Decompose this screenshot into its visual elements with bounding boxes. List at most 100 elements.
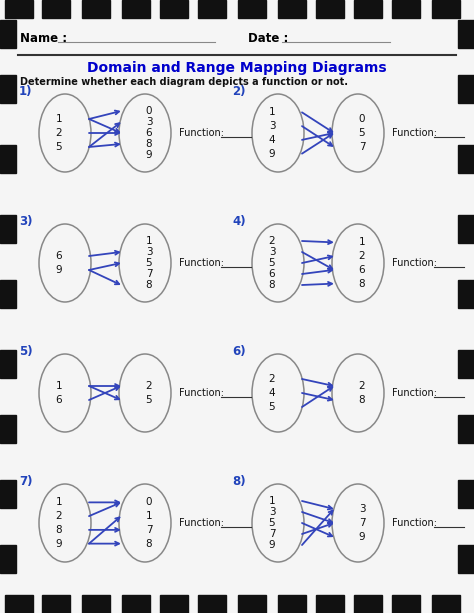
Text: 7): 7) (19, 475, 33, 488)
Text: 6: 6 (269, 269, 275, 279)
Text: 7: 7 (359, 142, 365, 152)
Text: 9: 9 (359, 532, 365, 542)
Bar (458, 215, 474, 243)
Bar (0, 20, 16, 48)
Text: 1: 1 (269, 107, 275, 117)
Text: 6: 6 (146, 128, 152, 138)
Text: 8: 8 (146, 280, 152, 290)
Text: 3: 3 (146, 247, 152, 257)
Text: 2: 2 (269, 236, 275, 246)
Text: 3: 3 (269, 247, 275, 257)
Text: Function:: Function: (179, 128, 227, 138)
Bar (0, 75, 16, 103)
Bar (392, 0, 420, 18)
Text: 6: 6 (359, 265, 365, 275)
Bar (0, 145, 16, 173)
Bar (458, 280, 474, 308)
Text: Function:: Function: (392, 518, 440, 528)
Text: 5: 5 (55, 142, 62, 152)
Text: 1: 1 (146, 236, 152, 246)
Text: Name :: Name : (20, 31, 67, 45)
Text: 8: 8 (146, 539, 152, 549)
Text: Determine whether each diagram depicts a function or not.: Determine whether each diagram depicts a… (20, 77, 348, 87)
Bar (5, 0, 33, 18)
Text: Date :: Date : (248, 31, 288, 45)
Text: 1): 1) (19, 85, 33, 98)
Text: 9: 9 (55, 539, 62, 549)
Bar (458, 145, 474, 173)
Text: 3): 3) (19, 215, 33, 228)
Bar (458, 350, 474, 378)
Text: 5: 5 (146, 258, 152, 268)
Text: 8: 8 (55, 525, 62, 535)
Text: 4: 4 (269, 135, 275, 145)
Text: 0: 0 (359, 114, 365, 124)
Text: Function:: Function: (179, 388, 227, 398)
Text: 3: 3 (269, 507, 275, 517)
Bar (82, 0, 110, 18)
Text: 5: 5 (269, 258, 275, 268)
Text: 8: 8 (359, 395, 365, 405)
Bar (458, 480, 474, 508)
Text: 4): 4) (232, 215, 246, 228)
Text: 5: 5 (359, 128, 365, 138)
Text: 5: 5 (269, 402, 275, 412)
Text: 6: 6 (55, 251, 62, 261)
Bar (122, 0, 150, 18)
Text: 0: 0 (146, 106, 152, 116)
Text: 6: 6 (55, 395, 62, 405)
Bar (316, 595, 344, 613)
Bar (316, 0, 344, 18)
Bar (0, 480, 16, 508)
Bar (160, 0, 188, 18)
Text: 9: 9 (269, 148, 275, 159)
Bar (5, 595, 33, 613)
Text: 0: 0 (146, 497, 152, 508)
Text: 1: 1 (146, 511, 152, 521)
Bar (0, 215, 16, 243)
Text: 8: 8 (359, 279, 365, 289)
Bar (354, 595, 382, 613)
Bar (392, 595, 420, 613)
Text: 2: 2 (359, 251, 365, 261)
Text: 7: 7 (146, 525, 152, 535)
Bar (354, 0, 382, 18)
Bar (160, 595, 188, 613)
Bar (238, 595, 266, 613)
Text: 2: 2 (146, 381, 152, 391)
Bar (122, 595, 150, 613)
Bar (198, 595, 226, 613)
Text: 3: 3 (359, 504, 365, 514)
Text: Function:: Function: (392, 258, 440, 268)
Text: Function:: Function: (179, 518, 227, 528)
Text: Function:: Function: (392, 128, 440, 138)
Bar (458, 75, 474, 103)
Bar (82, 595, 110, 613)
Text: 1: 1 (55, 381, 62, 391)
Bar (278, 0, 306, 18)
Text: 2: 2 (269, 374, 275, 384)
Bar (42, 595, 70, 613)
Bar (0, 415, 16, 443)
Bar (458, 20, 474, 48)
Bar (432, 0, 460, 18)
Text: 9: 9 (269, 540, 275, 550)
Text: Function:: Function: (179, 258, 227, 268)
Text: 9: 9 (55, 265, 62, 275)
Text: 8: 8 (146, 139, 152, 149)
Text: 6): 6) (232, 345, 246, 358)
Text: 1: 1 (359, 237, 365, 248)
Text: 8: 8 (269, 280, 275, 290)
Text: 3: 3 (269, 121, 275, 131)
Text: 2: 2 (55, 511, 62, 521)
Bar (198, 0, 226, 18)
Text: 7: 7 (146, 269, 152, 279)
Bar (278, 595, 306, 613)
Text: 1: 1 (269, 496, 275, 506)
Text: 8): 8) (232, 475, 246, 488)
Text: 9: 9 (146, 150, 152, 160)
Bar (0, 280, 16, 308)
Text: 1: 1 (55, 497, 62, 508)
Text: 1: 1 (55, 114, 62, 124)
Text: 5): 5) (19, 345, 33, 358)
